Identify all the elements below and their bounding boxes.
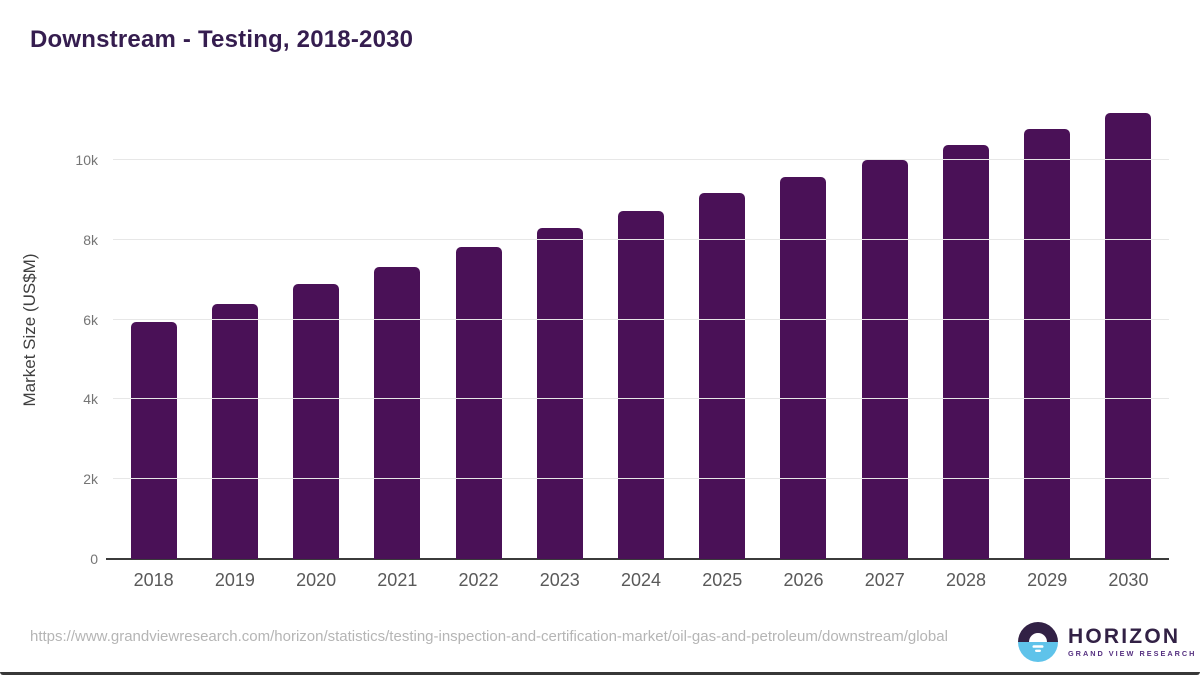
bar-slot-2021 bbox=[357, 100, 438, 559]
x-tick-label-2029: 2029 bbox=[1027, 570, 1068, 590]
x-tick-label-2026: 2026 bbox=[783, 570, 824, 590]
x-tick-label-2030: 2030 bbox=[1108, 570, 1149, 590]
gridline-8k bbox=[113, 238, 1169, 240]
bar-2025 bbox=[699, 193, 746, 559]
gridline-6k bbox=[113, 318, 1169, 320]
bar-2019 bbox=[211, 303, 258, 559]
horizon-sun-icon bbox=[1018, 622, 1058, 662]
bar-slot-2027 bbox=[844, 100, 925, 559]
bar-2029 bbox=[1024, 129, 1071, 559]
bar-2023 bbox=[536, 228, 583, 559]
logo-subtitle: GRAND VIEW RESEARCH bbox=[1068, 649, 1197, 659]
bar-slot-2025 bbox=[682, 100, 763, 559]
bar-2020 bbox=[293, 284, 340, 559]
bar-2021 bbox=[374, 267, 421, 559]
x-tick-label-2028: 2028 bbox=[945, 570, 986, 590]
gridline-10k bbox=[113, 158, 1169, 160]
bar-slot-2028 bbox=[925, 100, 1006, 559]
bar-slot-2024 bbox=[600, 100, 681, 559]
y-tick-label-2k: 2k bbox=[83, 471, 98, 488]
bar-slot-2029 bbox=[1007, 100, 1088, 559]
bar-slot-2018 bbox=[113, 100, 194, 559]
bar-2030 bbox=[1105, 113, 1152, 559]
y-tick-label-10k: 10k bbox=[75, 151, 98, 168]
x-axis-line bbox=[106, 558, 1169, 560]
y-tick-label-4k: 4k bbox=[83, 391, 98, 408]
x-tick-label-2025: 2025 bbox=[702, 570, 743, 590]
y-tick-label-6k: 6k bbox=[83, 311, 98, 328]
horizon-logo: HORIZON GRAND VIEW RESEARCH bbox=[1018, 622, 1196, 662]
y-axis-title: Market Size (US$M) bbox=[20, 253, 39, 407]
y-tick-label-0: 0 bbox=[90, 551, 98, 567]
bar-slot-2023 bbox=[519, 100, 600, 559]
bar-2022 bbox=[455, 247, 502, 559]
x-tick-label-2024: 2024 bbox=[621, 570, 662, 590]
bar-2028 bbox=[942, 144, 989, 559]
x-tick-label-2021: 2021 bbox=[377, 570, 418, 590]
gridline-2k bbox=[113, 478, 1169, 480]
x-axis-tick-labels: 2018 2019 2020 2021 2022 2023 2024 2025 2026 2027… bbox=[113, 570, 1169, 591]
bar-slot-2019 bbox=[194, 100, 275, 559]
x-tick-label-2022: 2022 bbox=[458, 570, 499, 590]
x-tick-label-2019: 2019 bbox=[214, 570, 255, 590]
bar-slot-2022 bbox=[438, 100, 519, 559]
gridline-4k bbox=[113, 398, 1169, 400]
x-tick-label-2023: 2023 bbox=[539, 570, 580, 590]
bar-slot-2030 bbox=[1088, 100, 1169, 559]
bar-slot-2026 bbox=[763, 100, 844, 559]
logo-name: HORIZON bbox=[1068, 625, 1181, 649]
plot-area: 0 2k 4k 6k 8k 10k bbox=[75, 100, 1169, 567]
chart-title: Downstream - Testing, 2018-2030 bbox=[30, 26, 414, 53]
bar-2024 bbox=[618, 210, 665, 559]
window-bottom-edge bbox=[0, 672, 1200, 675]
bar-2027 bbox=[861, 160, 908, 559]
bar-2026 bbox=[780, 177, 827, 559]
bar-2018 bbox=[130, 321, 177, 559]
x-tick-label-2018: 2018 bbox=[133, 570, 174, 590]
x-tick-label-2020: 2020 bbox=[296, 570, 337, 590]
bars-container bbox=[113, 100, 1169, 559]
y-tick-label-8k: 8k bbox=[83, 231, 98, 248]
x-tick-label-2027: 2027 bbox=[864, 570, 905, 590]
bar-slot-2020 bbox=[275, 100, 356, 559]
source-url: https://www.grandviewresearch.com/horizo… bbox=[30, 628, 948, 645]
logo-text: HORIZON GRAND VIEW RESEARCH bbox=[1068, 626, 1196, 657]
